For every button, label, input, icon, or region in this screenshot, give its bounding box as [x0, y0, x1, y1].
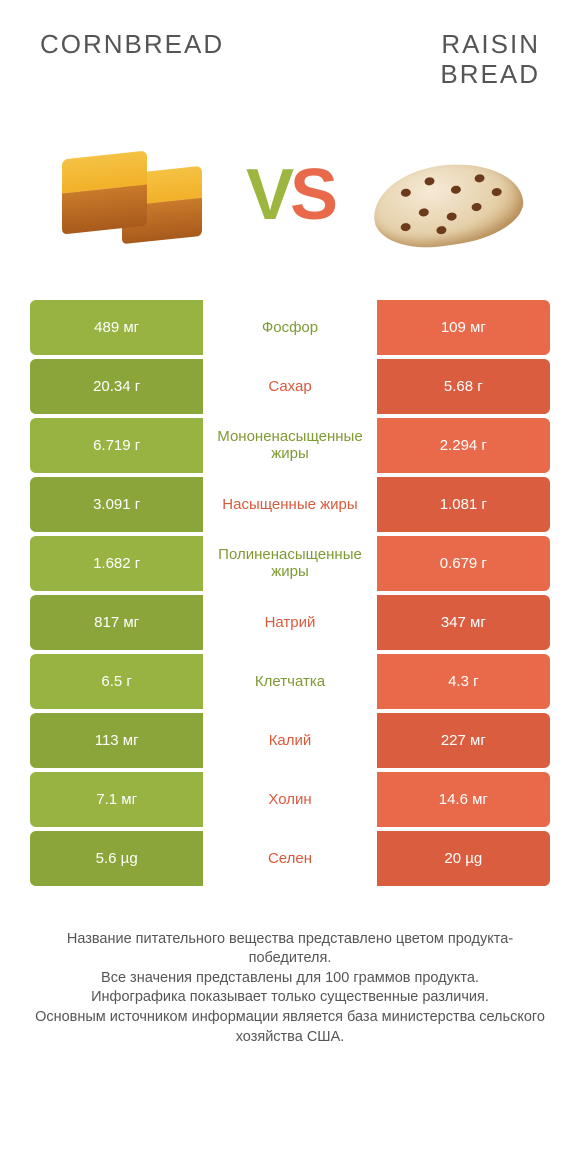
- value-right: 20 µg: [377, 831, 550, 886]
- value-left: 113 мг: [30, 713, 203, 768]
- value-left: 1.682 г: [30, 536, 203, 591]
- table-row: 6.5 гКлетчатка4.3 г: [30, 654, 550, 709]
- nutrient-label: Селен: [203, 831, 376, 886]
- comparison-table: 489 мгФосфор109 мг20.34 гСахар5.68 г6.71…: [0, 300, 580, 886]
- table-row: 5.6 µgСелен20 µg: [30, 831, 550, 886]
- nutrient-label: Полиненасыщенные жиры: [203, 536, 376, 591]
- vs-s: S: [290, 155, 334, 235]
- footer-line-2: Все значения представлены для 100 граммо…: [35, 969, 545, 989]
- table-row: 7.1 мгХолин14.6 мг: [30, 772, 550, 827]
- nutrient-label: Мононенасыщенные жиры: [203, 418, 376, 473]
- nutrient-label: Клетчатка: [203, 654, 376, 709]
- header: CORNBREAD RAISINBREAD: [0, 0, 580, 100]
- value-right: 4.3 г: [377, 654, 550, 709]
- nutrient-label: Насыщенные жиры: [203, 477, 376, 532]
- value-left: 6.5 г: [30, 654, 203, 709]
- value-left: 5.6 µg: [30, 831, 203, 886]
- nutrient-label: Холин: [203, 772, 376, 827]
- table-row: 20.34 гСахар5.68 г: [30, 359, 550, 414]
- nutrient-label: Сахар: [203, 359, 376, 414]
- nutrient-label: Фосфор: [203, 300, 376, 355]
- value-right: 109 мг: [377, 300, 550, 355]
- table-row: 113 мгКалий227 мг: [30, 713, 550, 768]
- value-left: 3.091 г: [30, 477, 203, 532]
- vs-v: V: [246, 155, 290, 235]
- table-row: 817 мгНатрий347 мг: [30, 595, 550, 650]
- footer: Название питательного вещества представл…: [0, 890, 580, 1047]
- value-left: 817 мг: [30, 595, 203, 650]
- table-row: 3.091 гНасыщенные жиры1.081 г: [30, 477, 550, 532]
- value-right: 227 мг: [377, 713, 550, 768]
- value-left: 20.34 г: [30, 359, 203, 414]
- nutrient-label: Калий: [203, 713, 376, 768]
- nutrient-label: Натрий: [203, 595, 376, 650]
- value-left: 489 мг: [30, 300, 203, 355]
- value-right: 2.294 г: [377, 418, 550, 473]
- table-row: 489 мгФосфор109 мг: [30, 300, 550, 355]
- vs-label: VS: [246, 154, 334, 236]
- cornbread-icon: [42, 125, 222, 265]
- footer-line-3: Инфографика показывает только существенн…: [35, 988, 545, 1008]
- title-left: CORNBREAD: [40, 30, 224, 90]
- table-row: 6.719 гМононенасыщенные жиры2.294 г: [30, 418, 550, 473]
- value-left: 6.719 г: [30, 418, 203, 473]
- hero: VS: [0, 100, 580, 300]
- value-left: 7.1 мг: [30, 772, 203, 827]
- value-right: 14.6 мг: [377, 772, 550, 827]
- value-right: 5.68 г: [377, 359, 550, 414]
- value-right: 1.081 г: [377, 477, 550, 532]
- footer-line-4: Основным источником информации является …: [35, 1008, 545, 1047]
- value-right: 0.679 г: [377, 536, 550, 591]
- footer-line-1: Название питательного вещества представл…: [35, 930, 545, 969]
- title-right: RAISINBREAD: [440, 30, 540, 90]
- table-row: 1.682 гПолиненасыщенные жиры0.679 г: [30, 536, 550, 591]
- raisin-bread-icon: [358, 125, 538, 265]
- value-right: 347 мг: [377, 595, 550, 650]
